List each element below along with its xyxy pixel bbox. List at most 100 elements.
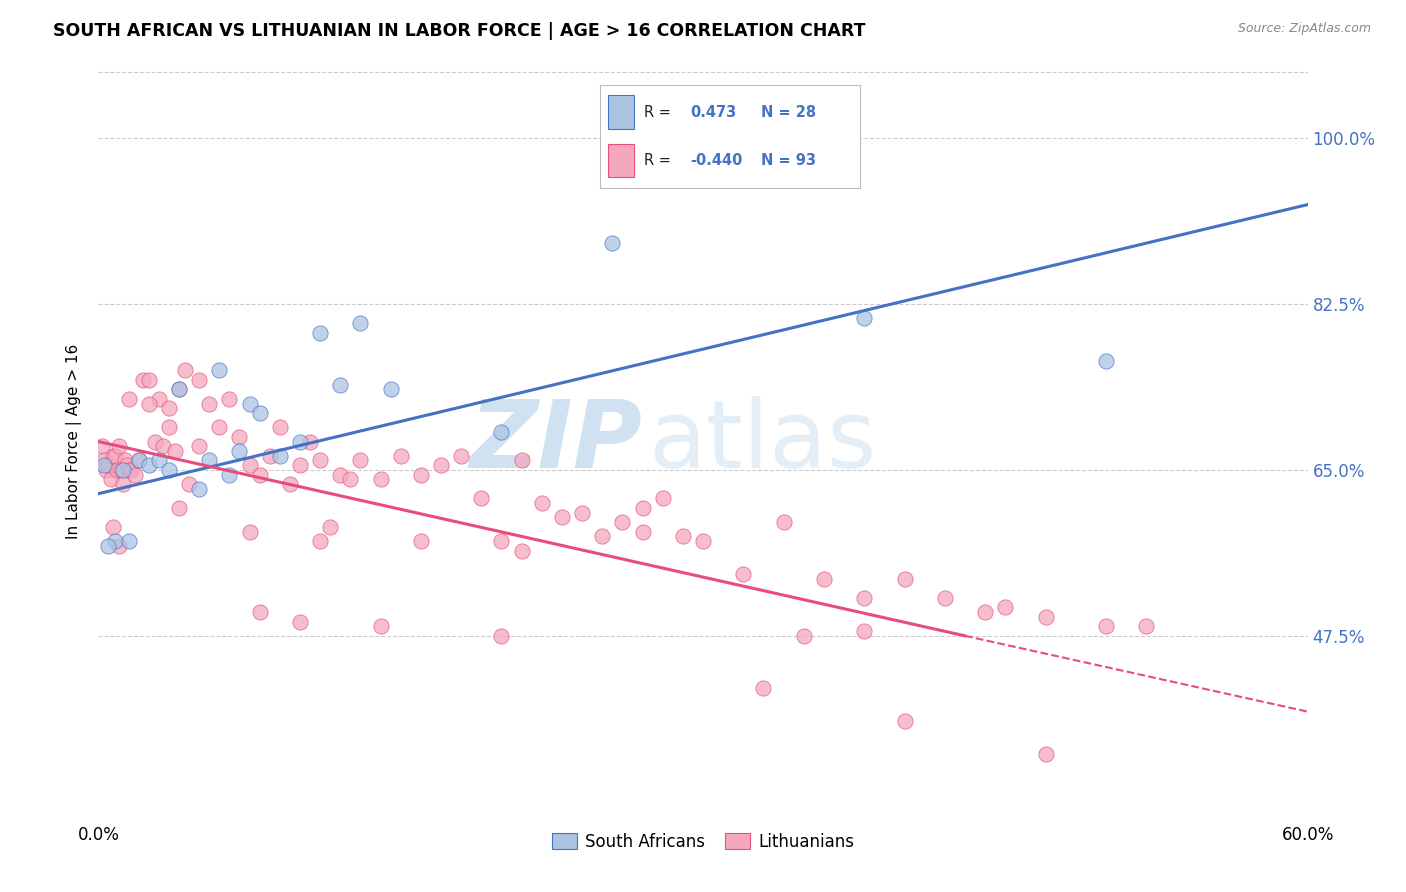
Point [551, 510, 574, 524]
Text: atlas: atlas [648, 395, 877, 488]
Point [111, 477, 134, 491]
Point [97, 458, 120, 473]
Point [163, 444, 186, 458]
Point [198, 453, 221, 467]
Point [120, 463, 142, 477]
Point [124, 467, 146, 482]
Point [309, 534, 332, 549]
Point [1095, 619, 1118, 633]
Point [772, 515, 794, 529]
Point [118, 534, 141, 549]
Point [167, 500, 190, 515]
Point [309, 453, 332, 467]
Point [101, 449, 124, 463]
Point [853, 311, 876, 326]
Point [631, 500, 654, 515]
Point [571, 506, 593, 520]
Point [100, 473, 122, 487]
Point [157, 420, 180, 434]
Point [651, 491, 673, 506]
Point [208, 363, 231, 377]
Point [288, 458, 311, 473]
Point [91, 439, 114, 453]
Point [591, 529, 613, 543]
Point [188, 439, 211, 453]
Point [97, 539, 120, 553]
Point [228, 444, 250, 458]
Point [602, 235, 624, 250]
Point [813, 572, 835, 586]
Point [157, 463, 180, 477]
Point [218, 467, 240, 482]
Point [409, 467, 432, 482]
Point [198, 396, 221, 410]
Point [349, 453, 371, 467]
Point [269, 449, 291, 463]
Point [934, 591, 956, 605]
Point [249, 406, 271, 420]
Point [249, 467, 271, 482]
Point [329, 467, 352, 482]
Point [138, 373, 160, 387]
Point [167, 383, 190, 397]
Point [530, 496, 553, 510]
Point [299, 434, 322, 449]
Point [157, 401, 180, 416]
Point [974, 605, 997, 619]
Point [288, 434, 311, 449]
Point [430, 458, 453, 473]
Point [208, 420, 231, 434]
Point [111, 463, 134, 477]
Point [103, 534, 125, 549]
Point [470, 491, 492, 506]
Point [380, 383, 402, 397]
Point [631, 524, 654, 539]
Point [491, 629, 513, 643]
Point [105, 463, 128, 477]
Point [349, 316, 371, 330]
Point [249, 605, 271, 619]
Point [409, 534, 432, 549]
Point [239, 458, 262, 473]
Point [389, 449, 412, 463]
Point [179, 477, 201, 491]
Point [118, 392, 141, 406]
Point [1095, 354, 1118, 368]
Point [115, 458, 138, 473]
Point [370, 619, 392, 633]
Point [103, 449, 125, 463]
Point [107, 539, 129, 553]
Point [631, 150, 654, 164]
Y-axis label: In Labor Force | Age > 16: In Labor Force | Age > 16 [66, 344, 83, 539]
Text: SOUTH AFRICAN VS LITHUANIAN IN LABOR FORCE | AGE > 16 CORRELATION CHART: SOUTH AFRICAN VS LITHUANIAN IN LABOR FOR… [53, 22, 866, 40]
Point [893, 714, 915, 728]
Point [128, 453, 150, 467]
Point [118, 463, 141, 477]
Point [893, 572, 915, 586]
Point [143, 434, 166, 449]
Point [672, 529, 695, 543]
Text: Source: ZipAtlas.com: Source: ZipAtlas.com [1237, 22, 1371, 36]
Point [132, 373, 155, 387]
Point [1035, 747, 1057, 762]
Point [138, 458, 160, 473]
Point [188, 482, 211, 496]
Point [319, 520, 342, 534]
Point [259, 449, 281, 463]
Point [510, 543, 533, 558]
Point [994, 600, 1017, 615]
Point [114, 453, 136, 467]
Point [1135, 619, 1157, 633]
Point [450, 449, 472, 463]
Point [188, 373, 211, 387]
Point [491, 425, 513, 439]
Point [370, 473, 392, 487]
Point [1035, 610, 1057, 624]
Point [239, 396, 262, 410]
Point [733, 567, 755, 582]
Point [167, 383, 190, 397]
Point [138, 396, 160, 410]
Point [228, 430, 250, 444]
Point [239, 524, 262, 539]
Point [339, 473, 361, 487]
